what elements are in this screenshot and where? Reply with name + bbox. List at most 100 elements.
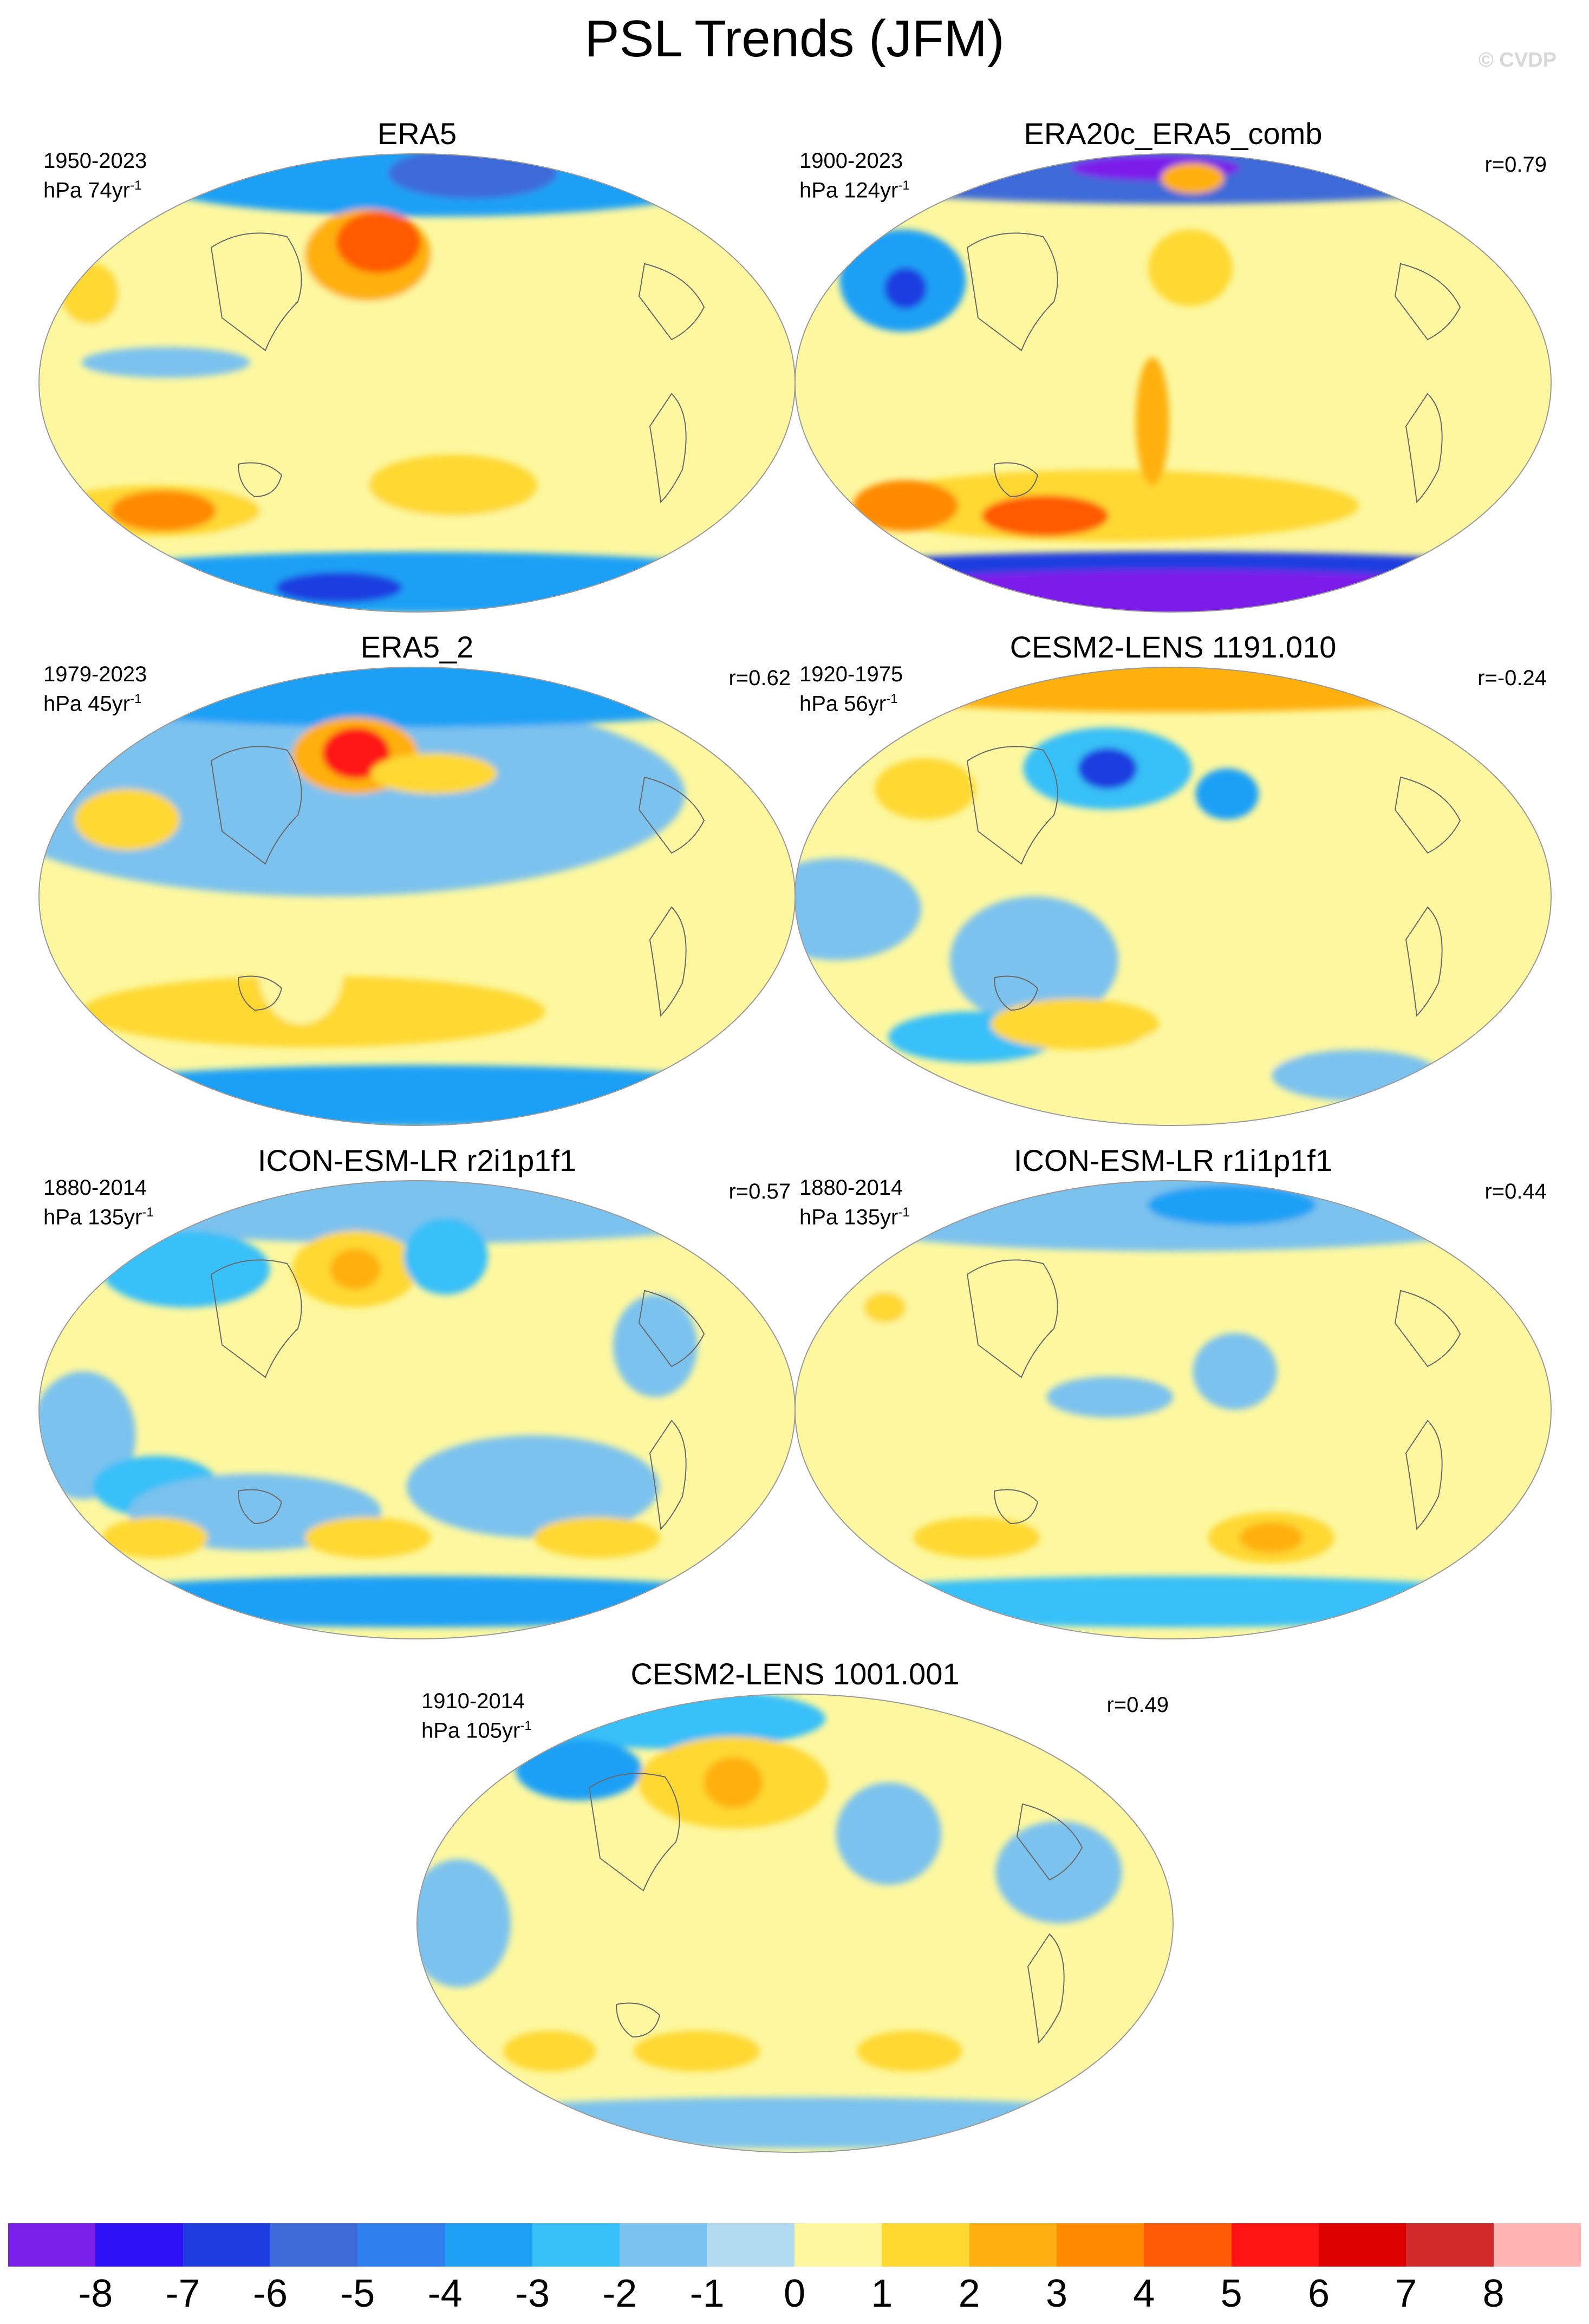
colorbar-tick-label: 8 bbox=[1482, 2272, 1505, 2315]
panel-title: ERA5_2 bbox=[360, 630, 474, 664]
trend-anomaly-7 bbox=[853, 470, 1359, 542]
trend-anomaly-1 bbox=[39, 667, 786, 728]
trend-anomaly-7 bbox=[503, 2030, 596, 2072]
trend-anomaly-1 bbox=[101, 1231, 270, 1308]
trend-anomaly-6 bbox=[1161, 162, 1225, 194]
trend-anomaly-5 bbox=[1193, 1333, 1277, 1410]
colorbar-box bbox=[532, 2223, 620, 2267]
units-exponent: -1 bbox=[898, 178, 910, 193]
trend-anomaly-6 bbox=[1046, 1376, 1174, 1418]
panel-period-units: 1880-2014 hPa 135yr-1 bbox=[43, 1175, 154, 1229]
trend-anomaly-10 bbox=[417, 2097, 1173, 2149]
trend-anomaly-10 bbox=[368, 454, 538, 516]
trend-anomaly-2 bbox=[1078, 748, 1137, 789]
trend-anomaly-13 bbox=[39, 1576, 795, 1628]
trend-anomaly-8 bbox=[852, 480, 959, 531]
trend-anomaly-3 bbox=[874, 758, 976, 820]
trend-anomaly-5 bbox=[613, 1294, 698, 1397]
trend-map bbox=[38, 667, 796, 1126]
panel-title: ERA20c_ERA5_comb bbox=[1024, 116, 1323, 151]
trend-anomaly-3 bbox=[884, 268, 927, 309]
coastline bbox=[210, 1259, 705, 1531]
trend-anomaly-4 bbox=[836, 1782, 941, 1885]
colorbar-tick-label: -2 bbox=[602, 2272, 637, 2315]
trend-anomaly-2 bbox=[74, 789, 180, 850]
colorbar-tick-label: 1 bbox=[871, 2272, 893, 2315]
colorbar-box bbox=[795, 2223, 882, 2267]
panel-title: ERA5 bbox=[377, 116, 457, 151]
panel-period-units: 1910-2014 hPa 105yr-1 bbox=[421, 1689, 532, 1743]
coastline bbox=[966, 1259, 1461, 1531]
colorbar-tick-label: -7 bbox=[165, 2272, 200, 2315]
trend-map bbox=[38, 153, 796, 613]
panel-period-units: 1920-1975 hPa 56yr-1 bbox=[799, 662, 903, 716]
coastline bbox=[966, 746, 1461, 1017]
colorbar-tick-label: 0 bbox=[783, 2272, 806, 2315]
panel-period-units: 1900-2023 hPa 124yr-1 bbox=[799, 148, 910, 203]
map-border bbox=[795, 667, 1552, 1126]
trend-anomaly-3 bbox=[330, 1248, 381, 1290]
units-label: hPa 135yr-1 bbox=[43, 1205, 154, 1229]
colorbar-tick-label: 6 bbox=[1307, 2272, 1330, 2315]
trend-anomaly-9 bbox=[857, 2030, 962, 2072]
period-label: 1920-1975 bbox=[799, 662, 903, 686]
trend-anomaly-10 bbox=[1240, 1522, 1303, 1553]
map-panel-era20c-era5-comb: ERA20c_ERA5_comb 1900-2023 hPa 124yr-1 r=0.… bbox=[794, 115, 1552, 613]
units-exponent: -1 bbox=[898, 1205, 910, 1220]
trend-anomaly-1 bbox=[516, 1739, 642, 1801]
map-border bbox=[795, 1180, 1552, 1639]
trend-anomaly-3 bbox=[704, 1757, 763, 1808]
trend-map bbox=[795, 1180, 1552, 1639]
coastline bbox=[210, 232, 705, 504]
trend-anomaly-0 bbox=[795, 667, 1551, 712]
trend-anomaly-7 bbox=[259, 922, 343, 1025]
map-border bbox=[416, 1694, 1174, 2153]
colorbar-box bbox=[1493, 2223, 1581, 2267]
panel-title: ICON-ESM-LR r1i1p1f1 bbox=[1013, 1143, 1333, 1177]
units-exponent: -1 bbox=[142, 1205, 154, 1220]
trend-anomaly-12 bbox=[795, 569, 1551, 612]
trend-anomaly-2 bbox=[1027, 1256, 1175, 1359]
pattern-correlation: r=0.49 bbox=[1106, 1693, 1169, 1717]
trend-anomaly-5 bbox=[1148, 229, 1233, 307]
colorbar-box bbox=[1057, 2223, 1144, 2267]
map-panel-era5-2: ERA5_2 1979-2023 hPa 45yr-1 r=0.62 bbox=[38, 628, 796, 1127]
trend-anomaly-8 bbox=[39, 1065, 795, 1125]
units-exponent: -1 bbox=[520, 1718, 532, 1733]
colorbar-tick-label: -1 bbox=[689, 2272, 725, 2315]
panel-title: CESM2-LENS 1191.010 bbox=[1010, 630, 1337, 664]
map-panel-icon-esm-lr-r1i1p1f1: ICON-ESM-LR r1i1p1f1 1880-2014 hPa 135yr-1… bbox=[794, 1142, 1552, 1640]
colorbar-tick-label: -4 bbox=[427, 2272, 463, 2315]
map-border bbox=[795, 153, 1552, 613]
panel-title: CESM2-LENS 1001.001 bbox=[630, 1657, 960, 1691]
trend-anomaly-11 bbox=[39, 551, 795, 612]
trend-anomaly-13 bbox=[81, 347, 250, 378]
colorbar-box bbox=[707, 2223, 795, 2267]
colorbar-box bbox=[1406, 2223, 1494, 2267]
colorbar-box bbox=[445, 2223, 533, 2267]
panel-title: ICON-ESM-LR r2i1p1f1 bbox=[257, 1143, 577, 1177]
trend-anomaly-5 bbox=[995, 1821, 1122, 1923]
trend-anomaly-12 bbox=[533, 1517, 661, 1558]
panel-period-units: 1950-2023 hPa 74yr-1 bbox=[43, 148, 147, 203]
trend-anomaly-9 bbox=[1132, 1024, 1301, 1076]
trend-anomaly-9 bbox=[110, 490, 216, 531]
period-label: 1910-2014 bbox=[421, 1689, 525, 1713]
colorbar-box bbox=[1319, 2223, 1406, 2267]
trend-anomaly-4 bbox=[972, 242, 1099, 294]
pattern-correlation: r=0.44 bbox=[1484, 1180, 1547, 1203]
trend-map bbox=[795, 153, 1552, 613]
trend-map bbox=[38, 1180, 796, 1639]
trend-anomaly-8 bbox=[634, 2030, 760, 2072]
trend-anomaly-4 bbox=[863, 1292, 906, 1323]
colorbar-box bbox=[270, 2223, 358, 2267]
colorbar-tick-label: -3 bbox=[515, 2272, 550, 2315]
panel-period-units: 1880-2014 hPa 135yr-1 bbox=[799, 1175, 910, 1229]
map-panel-icon-esm-lr-r2i1p1f1: ICON-ESM-LR r2i1p1f1 1880-2014 hPa 135yr-1… bbox=[38, 1142, 796, 1640]
map-panel-cesm2-lens-1001-001: CESM2-LENS 1001.001 1910-2014 hPa 105yr-1 r… bbox=[416, 1655, 1174, 2153]
units-exponent: -1 bbox=[130, 692, 142, 706]
trend-anomaly-6 bbox=[417, 1859, 511, 1988]
trend-anomaly-6 bbox=[336, 211, 421, 273]
colorbar-box bbox=[882, 2223, 970, 2267]
trend-anomaly-9 bbox=[406, 1435, 660, 1538]
